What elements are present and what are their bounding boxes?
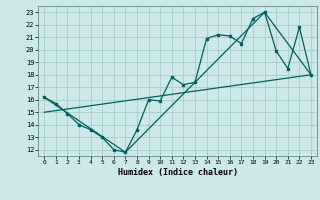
- X-axis label: Humidex (Indice chaleur): Humidex (Indice chaleur): [118, 168, 238, 177]
